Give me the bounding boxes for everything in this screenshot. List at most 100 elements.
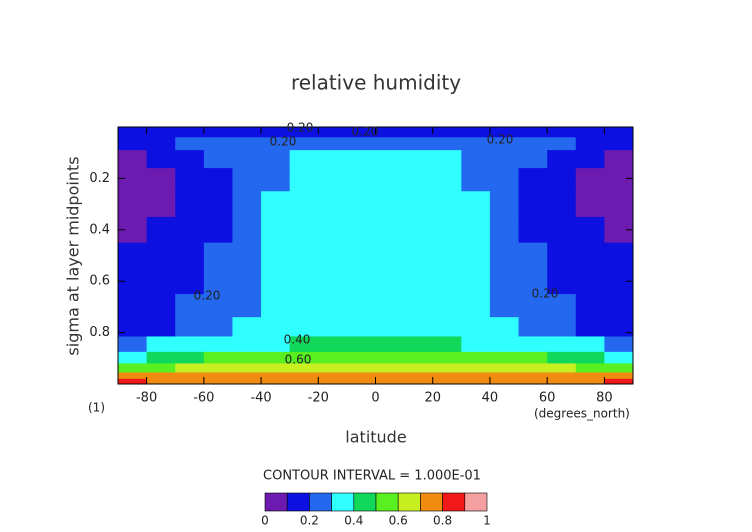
cell — [404, 191, 434, 218]
cell — [461, 191, 491, 218]
cell — [118, 127, 148, 138]
cell — [203, 127, 233, 138]
cell — [203, 242, 233, 269]
contour-label: 0.20 — [532, 287, 559, 301]
x-tick-label: -40 — [250, 391, 271, 406]
colorbar-box — [420, 492, 443, 512]
cell — [547, 351, 577, 364]
cell — [575, 150, 605, 169]
cell — [318, 363, 348, 373]
cell — [432, 168, 462, 192]
colorbar-box — [375, 492, 399, 512]
y-axis-label: sigma at layer midpoints — [64, 156, 83, 355]
cell — [346, 294, 376, 318]
cell — [575, 216, 605, 244]
contour-label: 0.20 — [270, 135, 297, 149]
cell — [232, 363, 262, 373]
cell — [318, 268, 348, 295]
cell — [575, 191, 605, 218]
cell — [146, 137, 176, 151]
cell — [232, 242, 262, 269]
cell — [432, 336, 462, 353]
cell — [547, 216, 577, 244]
cell — [575, 363, 605, 373]
cell — [318, 127, 348, 138]
cell — [146, 351, 176, 364]
cell — [404, 127, 434, 138]
y-tick-label: 0.6 — [89, 274, 110, 289]
cell — [261, 191, 291, 218]
cell — [489, 317, 520, 337]
cell — [318, 137, 348, 151]
cell — [461, 336, 491, 353]
cell — [575, 351, 605, 364]
cell — [146, 294, 176, 318]
cell — [404, 336, 434, 353]
cell — [118, 242, 148, 269]
cell — [575, 372, 605, 380]
cell — [404, 317, 434, 337]
cell — [261, 363, 291, 373]
colorbar-box — [397, 492, 421, 512]
cell — [547, 294, 577, 318]
cell — [432, 351, 462, 364]
contour-label: 0.40 — [284, 333, 311, 347]
cell — [261, 168, 291, 192]
cell — [289, 268, 319, 295]
cell — [175, 294, 205, 318]
cell — [261, 336, 291, 353]
cell — [175, 351, 205, 364]
cell — [175, 378, 205, 385]
cell — [203, 317, 233, 337]
cell — [604, 242, 634, 269]
cell — [118, 137, 148, 151]
cell — [489, 191, 520, 218]
cell — [118, 191, 148, 218]
cell — [604, 294, 634, 318]
cell — [432, 191, 462, 218]
cell — [461, 317, 491, 337]
cell — [175, 317, 205, 337]
cell — [375, 317, 405, 337]
cell — [232, 268, 262, 295]
cell — [404, 216, 434, 244]
cell — [489, 351, 520, 364]
cell — [547, 268, 577, 295]
cell — [318, 168, 348, 192]
cell — [118, 372, 148, 380]
cell — [318, 216, 348, 244]
cell — [461, 363, 491, 373]
x-units: (degrees_north) — [534, 407, 630, 421]
cell — [404, 294, 434, 318]
colorbar-box — [309, 492, 332, 512]
cell — [261, 150, 291, 169]
cell — [232, 150, 262, 169]
cell — [175, 268, 205, 295]
cell — [232, 127, 262, 138]
contour-label: 0.20 — [287, 121, 314, 135]
cell — [203, 378, 233, 385]
cell — [289, 168, 319, 192]
x-tick-label: 20 — [424, 391, 441, 406]
cell — [518, 127, 548, 138]
cell — [575, 137, 605, 151]
cell — [175, 242, 205, 269]
cell — [261, 127, 291, 138]
cell — [289, 137, 319, 151]
cell — [318, 294, 348, 318]
cell — [375, 216, 405, 244]
cell — [318, 150, 348, 169]
x-tick-label: 60 — [539, 391, 556, 406]
cell — [518, 294, 548, 318]
cell — [518, 216, 548, 244]
cell — [318, 317, 348, 337]
x-axis-label: latitude — [345, 428, 406, 447]
cell — [432, 242, 462, 269]
cell — [346, 268, 376, 295]
contour-label: 0.20 — [352, 125, 379, 139]
cell — [375, 378, 405, 385]
cell — [289, 378, 319, 385]
cell — [604, 351, 634, 364]
cell — [261, 378, 291, 385]
